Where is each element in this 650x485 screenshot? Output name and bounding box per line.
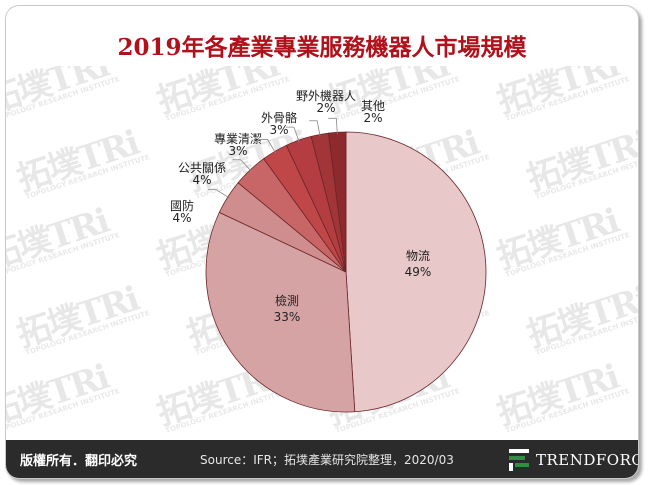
slice-label-1: 檢測 <box>275 293 299 308</box>
slice-value-label-2: 4% <box>172 211 191 225</box>
slice-value-label-5: 3% <box>269 123 288 137</box>
chart-card: 拓墣TRi TOPOLOGY RESEARCH INSTITUTE 拓墣TRi TOP… <box>5 5 639 479</box>
footer-bar: 版權所有．翻印必究 Source：IFR；拓墣產業研究院整理，2020/03 T… <box>6 440 638 478</box>
slice-label-6: 野外機器人 <box>296 88 356 103</box>
slice-label-5: 外骨骼 <box>261 110 297 125</box>
slice-value-label-3: 4% <box>192 173 211 187</box>
slice-value-label-7: 2% <box>363 111 382 125</box>
slice-label-4: 專業清潔 <box>214 132 262 146</box>
leader-line <box>259 139 277 154</box>
slice-value-label-0: 49% <box>405 265 432 279</box>
slice-value-label-4: 3% <box>228 144 247 158</box>
leader-line <box>328 117 338 135</box>
pie-slice-1 <box>205 211 356 413</box>
leader-line <box>285 126 300 143</box>
slice-label-3: 公共關係 <box>178 161 226 175</box>
slice-value-label-6: 2% <box>316 101 335 115</box>
slice-label-0: 物流 <box>406 249 430 263</box>
leader-line <box>207 189 230 199</box>
brand-name: TRENDFORCE <box>536 451 638 469</box>
trendforce-logo-icon <box>509 449 529 471</box>
pie-slice-0 <box>345 131 487 413</box>
slice-label-7: 其他 <box>361 99 385 113</box>
trendforce-logo: TRENDFORCE <box>506 444 638 474</box>
slice-label-2: 國防 <box>170 198 194 213</box>
source-text: Source：IFR；拓墣產業研究院整理，2020/03 <box>200 453 454 467</box>
chart-title: 2019年各產業專業服務機器人市場規模 <box>117 34 527 61</box>
copyright-text: 版權所有．翻印必究 <box>20 454 138 469</box>
leader-line <box>232 159 252 172</box>
leader-line <box>309 120 321 137</box>
slice-value-label-1: 33% <box>274 310 301 324</box>
